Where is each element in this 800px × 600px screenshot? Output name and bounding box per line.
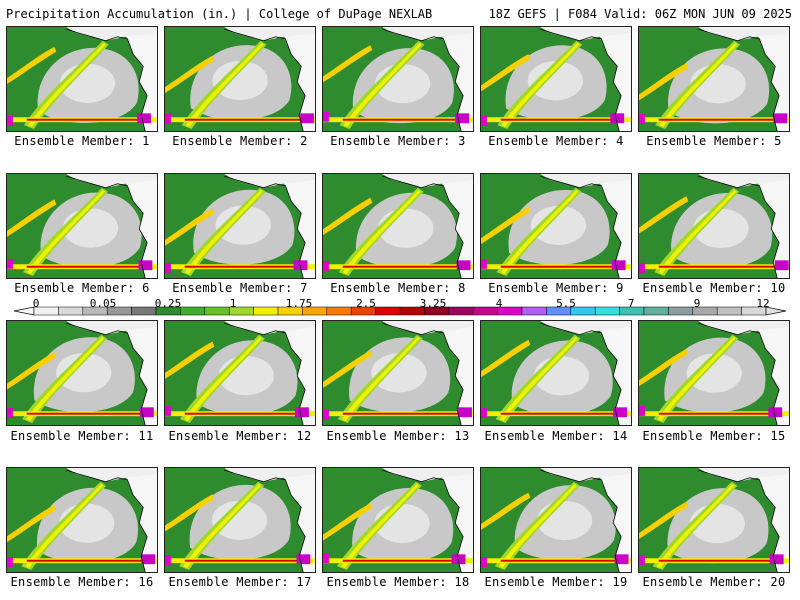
ensemble-member-map — [480, 467, 632, 573]
ensemble-member-map — [638, 173, 790, 279]
colorbar-tick-label: 0.25 — [154, 297, 182, 310]
colorbar-left-arrow — [13, 306, 35, 316]
colorbar-tick-label: 4 — [495, 297, 503, 310]
ensemble-member-label: Ensemble Member: 10 — [642, 281, 786, 295]
colorbar-swatch — [375, 306, 401, 316]
colorbar-tick-label: 5.5 — [556, 297, 576, 310]
ensemble-member-map — [638, 467, 790, 573]
ensemble-member-label: Ensemble Member: 12 — [168, 429, 312, 443]
ensemble-member-label: Ensemble Member: 2 — [172, 134, 308, 148]
colorbar-swatch — [643, 306, 669, 316]
ensemble-member-label: Ensemble Member: 8 — [330, 281, 466, 295]
ensemble-member-map — [164, 320, 316, 426]
ensemble-member-label: Ensemble Member: 20 — [642, 575, 786, 589]
ensemble-member-label: Ensemble Member: 9 — [488, 281, 624, 295]
colorbar-tick-label: 1.75 — [285, 297, 313, 310]
colorbar-swatch — [204, 306, 230, 316]
colorbar-tick-label: 9 — [693, 297, 701, 310]
colorbar-swatch — [716, 306, 742, 316]
ensemble-member-map — [480, 320, 632, 426]
colorbar-swatch — [448, 306, 474, 316]
ensemble-member-map — [164, 173, 316, 279]
colorbar-swatch — [180, 306, 206, 316]
colorbar-tick-label: 7 — [627, 297, 635, 310]
colorbar-swatch — [472, 306, 498, 316]
ensemble-member-map — [322, 467, 474, 573]
ensemble-member-map — [480, 26, 632, 132]
colorbar-swatch — [131, 306, 157, 316]
colorbar-tick-label: 2.5 — [356, 297, 376, 310]
colorbar-swatch — [521, 306, 547, 316]
ensemble-member-map — [6, 173, 158, 279]
colorbar-swatch — [668, 306, 694, 316]
colorbar-tick-label: 12 — [756, 297, 770, 310]
colorbar-right-arrow — [765, 306, 787, 316]
ensemble-member-label: Ensemble Member: 5 — [646, 134, 782, 148]
ensemble-member-map — [6, 467, 158, 573]
ensemble-member-label: Ensemble Member: 13 — [326, 429, 470, 443]
chart-title: Precipitation Accumulation (in.) | Colle… — [6, 7, 433, 21]
ensemble-member-map — [322, 26, 474, 132]
model-run-info: 18Z GEFS | F084 Valid: 06Z MON JUN 09 20… — [488, 7, 792, 21]
ensemble-member-label: Ensemble Member: 6 — [14, 281, 150, 295]
colorbar-swatch — [58, 306, 84, 316]
colorbar-tick-label: 0 — [32, 297, 40, 310]
ensemble-member-label: Ensemble Member: 4 — [488, 134, 624, 148]
ensemble-member-map — [164, 26, 316, 132]
ensemble-member-map — [638, 26, 790, 132]
ensemble-member-map — [322, 173, 474, 279]
colorbar-swatch — [594, 306, 620, 316]
ensemble-member-map — [164, 467, 316, 573]
ensemble-member-map — [322, 320, 474, 426]
ensemble-member-map — [638, 320, 790, 426]
colorbar-tick-label: 1 — [229, 297, 237, 310]
ensemble-member-map — [6, 320, 158, 426]
ensemble-member-label: Ensemble Member: 17 — [168, 575, 312, 589]
ensemble-member-label: Ensemble Member: 3 — [330, 134, 466, 148]
ensemble-member-label: Ensemble Member: 18 — [326, 575, 470, 589]
ensemble-member-label: Ensemble Member: 14 — [484, 429, 628, 443]
ensemble-member-label: Ensemble Member: 15 — [642, 429, 786, 443]
colorbar-swatch — [253, 306, 279, 316]
ensemble-member-label: Ensemble Member: 1 — [14, 134, 150, 148]
ensemble-member-map — [6, 26, 158, 132]
ensemble-member-label: Ensemble Member: 19 — [484, 575, 628, 589]
ensemble-member-label: Ensemble Member: 7 — [172, 281, 308, 295]
ensemble-member-label: Ensemble Member: 16 — [10, 575, 154, 589]
colorbar-swatch — [326, 306, 352, 316]
ensemble-member-label: Ensemble Member: 11 — [10, 429, 154, 443]
colorbar-tick-label: 3.25 — [419, 297, 447, 310]
colorbar-tick-label: 0.05 — [89, 297, 117, 310]
ensemble-member-map — [480, 173, 632, 279]
precip-colorbar — [13, 306, 787, 316]
